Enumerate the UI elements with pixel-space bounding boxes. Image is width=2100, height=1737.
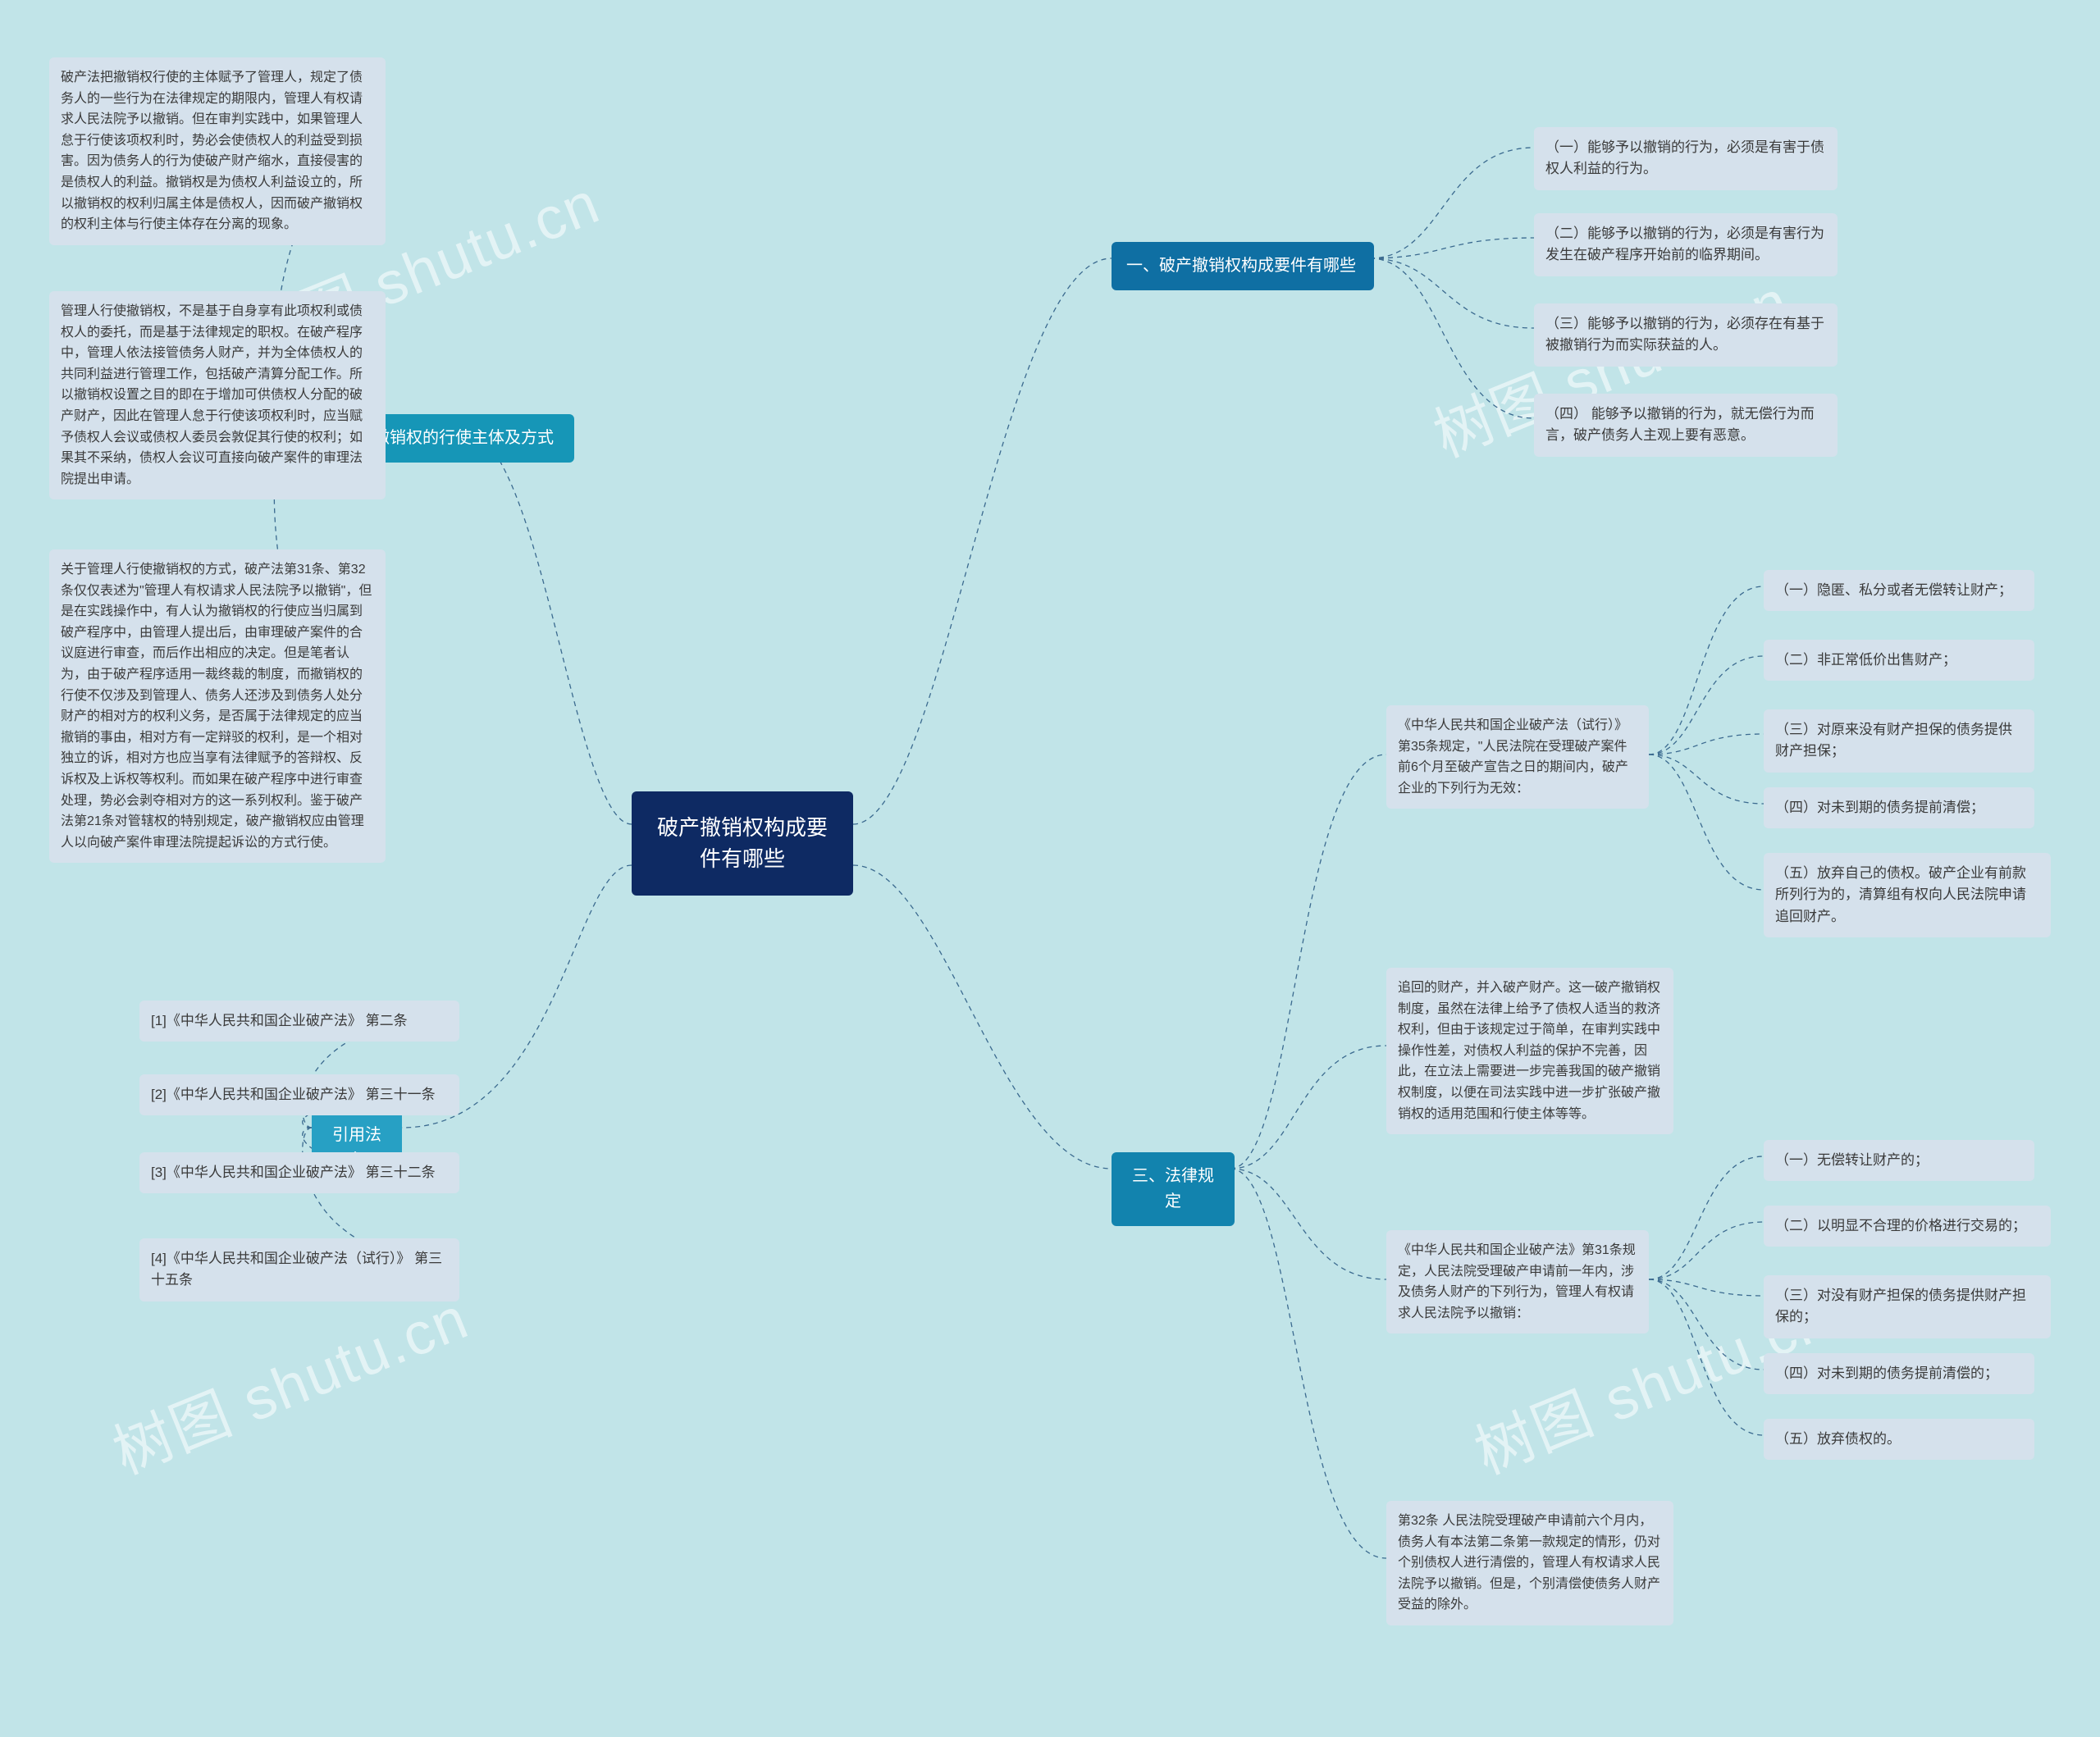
branch-1[interactable]: 一、破产撤销权构成要件有哪些	[1112, 242, 1374, 290]
branch4-item: [4]《中华人民共和国企业破产法（试行）》 第三十五条	[139, 1238, 459, 1302]
branch3-sub4: 第32条 人民法院受理破产申请前六个月内，债务人有本法第二条第一款规定的情形，仍…	[1386, 1501, 1673, 1625]
branch1-item: （二）能够予以撤销的行为，必须是有害行为发生在破产程序开始前的临界期间。	[1534, 213, 1838, 276]
root-title: 破产撤销权构成要件有哪些	[657, 815, 828, 871]
branch3-sub3-item: （三）对没有财产担保的债务提供财产担保的；	[1764, 1275, 2051, 1338]
branch4-item: [3]《中华人民共和国企业破产法》 第三十二条	[139, 1152, 459, 1193]
branch2-item: 破产法把撤销权行使的主体赋予了管理人，规定了债务人的一些行为在法律规定的期限内，…	[49, 57, 386, 245]
branch2-item: 管理人行使撤销权，不是基于自身享有此项权利或债权人的委托，而是基于法律规定的职权…	[49, 291, 386, 499]
branch3-sub3-item: （二）以明显不合理的价格进行交易的；	[1764, 1206, 2051, 1247]
branch3-sub1: 《中华人民共和国企业破产法（试行）》第35条规定，"人民法院在受理破产案件前6个…	[1386, 705, 1649, 809]
branch4-item: [1]《中华人民共和国企业破产法》 第二条	[139, 1001, 459, 1042]
branch3-sub3-item: （四）对未到期的债务提前清偿的；	[1764, 1353, 2034, 1394]
branch1-item: （一）能够予以撤销的行为，必须是有害于债权人利益的行为。	[1534, 127, 1838, 190]
root-node[interactable]: 破产撤销权构成要件有哪些	[632, 791, 853, 896]
branch3-sub1-item: （二）非正常低价出售财产；	[1764, 640, 2034, 681]
branch3-sub1-item: （五）放弃自己的债权。破产企业有前款所列行为的，清算组有权向人民法院申请追回财产…	[1764, 853, 2051, 937]
branch3-sub3-item: （五）放弃债权的。	[1764, 1419, 2034, 1460]
branch2-item: 关于管理人行使撤销权的方式，破产法第31条、第32条仅仅表述为"管理人有权请求人…	[49, 549, 386, 863]
branch4-item: [2]《中华人民共和国企业破产法》 第三十一条	[139, 1074, 459, 1115]
branch-3-title: 三、法律规定	[1132, 1167, 1214, 1210]
branch3-sub1-item: （三）对原来没有财产担保的债务提供财产担保；	[1764, 709, 2034, 773]
branch3-sub1-item: （四）对未到期的债务提前清偿；	[1764, 787, 2034, 828]
branch1-item: （四） 能够予以撤销的行为，就无偿行为而言，破产债务人主观上要有恶意。	[1534, 394, 1838, 457]
branch3-sub3: 《中华人民共和国企业破产法》第31条规定，人民法院受理破产申请前一年内，涉及债务…	[1386, 1230, 1649, 1334]
branch-1-title: 一、破产撤销权构成要件有哪些	[1126, 257, 1356, 275]
watermark: 树图 shutu.cn	[98, 1270, 479, 1490]
branch1-item: （三）能够予以撤销的行为，必须存在有基于被撤销行为而实际获益的人。	[1534, 303, 1838, 367]
branch-3[interactable]: 三、法律规定	[1112, 1152, 1235, 1226]
branch3-sub2: 追回的财产，并入破产财产。这一破产撤销权制度，虽然在法律上给予了债权人适当的救济…	[1386, 968, 1673, 1134]
branch3-sub1-item: （一）隐匿、私分或者无偿转让财产；	[1764, 570, 2034, 611]
branch3-sub3-item: （一）无偿转让财产的；	[1764, 1140, 2034, 1181]
